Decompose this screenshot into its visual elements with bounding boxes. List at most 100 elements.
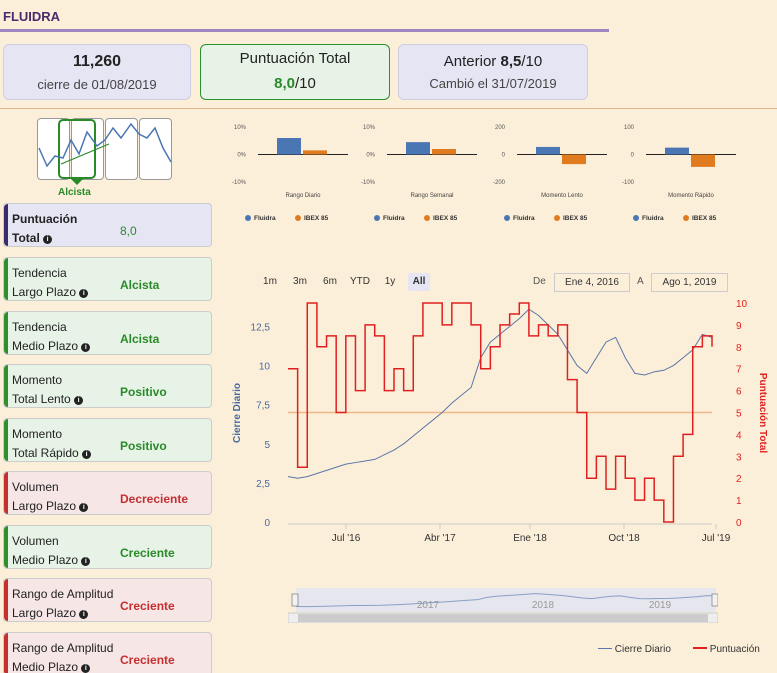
card-value: Positivo (120, 439, 167, 453)
mini-chart: 200 0 -200 Momento Lento Fluidra IBEX 85 (487, 118, 615, 228)
indicator-card[interactable]: Momento Total Lento i Positivo (3, 364, 212, 408)
info-icon[interactable]: i (81, 343, 91, 352)
mini-legend-label[interactable]: IBEX 85 (692, 215, 717, 222)
range-button-3m[interactable]: 3m (293, 276, 307, 287)
card-line1: Momento (12, 427, 63, 441)
navigator-scrollbar-thumb[interactable] (298, 614, 708, 622)
card-line2-text: Medio Plazo (12, 660, 79, 673)
legend-cierre[interactable]: Cierre Diario (598, 644, 671, 655)
y2-tick-label: 10 (736, 299, 748, 310)
mini-bar (303, 150, 327, 155)
info-icon[interactable]: i (81, 664, 91, 673)
indicator-card[interactable]: Tendencia Medio Plazo i Alcista (3, 311, 212, 355)
range-button-ytd[interactable]: YTD (350, 276, 370, 287)
mini-bar (432, 149, 456, 155)
mini-tick: -100 (622, 180, 635, 186)
mini-tick: 0 (502, 153, 506, 159)
card-value: Alcista (120, 332, 160, 346)
navigator[interactable]: 2017 2018 2019 (288, 588, 718, 623)
legend-cierre-label: Cierre Diario (614, 644, 671, 655)
mini-chart: 100 0 -100 Momento Rápido Fluidra IBEX 85 (616, 118, 744, 228)
x-tick-label: Abr '17 (424, 533, 456, 544)
mini-legend-label[interactable]: IBEX 85 (433, 215, 458, 222)
card-line2: Medio Plazo i (12, 660, 91, 673)
range-button-1m[interactable]: 1m (263, 276, 277, 287)
indicator-card[interactable]: Puntuación Total i 8,0 (3, 203, 212, 247)
legend-line-icon (598, 648, 612, 649)
mini-legend-label[interactable]: IBEX 85 (563, 215, 588, 222)
stat-previous: Anterior 8,5/10 Cambió el 31/07/2019 (398, 44, 588, 100)
range-button-6m[interactable]: 6m (323, 276, 337, 287)
card-line2-text: Total Rápido (12, 446, 79, 460)
card-line2-text: Largo Plazo (12, 606, 77, 620)
mini-bar (562, 154, 586, 165)
section-divider (0, 108, 777, 109)
mini-tick: 0% (366, 153, 375, 159)
card-line2: Largo Plazo i (12, 606, 89, 620)
y-tick-label: 0 (264, 518, 270, 529)
mini-tick: -200 (493, 180, 506, 186)
y-tick-label: 5 (264, 440, 270, 451)
mini-bar (665, 147, 689, 155)
card-line2: Total Rápido i (12, 446, 92, 460)
indicator-card[interactable]: Rango de Amplitud Medio Plazo i Creciente (3, 632, 212, 673)
card-line1: Tendencia (12, 266, 67, 280)
date-from-input[interactable] (554, 273, 630, 292)
card-line1: Volumen (12, 534, 59, 548)
info-icon[interactable]: i (79, 503, 89, 512)
mini-legend-label[interactable]: Fluidra (513, 215, 535, 222)
mini-chart: 10% 0% -10% Rango Diario Fluidra IBEX 85 (228, 118, 356, 228)
x-tick-label: Jul '19 (702, 533, 731, 544)
navigator-mask (296, 588, 716, 612)
info-icon[interactable]: i (74, 396, 84, 405)
card-accent (4, 365, 8, 407)
mini-legend-label[interactable]: Fluidra (642, 215, 664, 222)
legend-dot-icon (504, 215, 510, 221)
date-to-input[interactable] (651, 273, 728, 292)
stat-total-score: Puntuación Total 8,0/10 (200, 44, 390, 100)
legend-puntuacion[interactable]: Puntuación (693, 644, 760, 655)
mini-legend-label[interactable]: IBEX 85 (304, 215, 329, 222)
info-icon[interactable]: i (43, 235, 53, 244)
legend-dot-icon (295, 215, 301, 221)
y2-tick-label: 2 (736, 474, 742, 485)
range-button-all[interactable]: All (408, 273, 430, 291)
card-accent (4, 579, 8, 621)
indicator-card[interactable]: Volumen Medio Plazo i Creciente (3, 525, 212, 569)
card-value: Decreciente (120, 492, 189, 506)
y2-axis-title: Puntuación Total (757, 373, 768, 454)
indicator-card[interactable]: Volumen Largo Plazo i Decreciente (3, 471, 212, 515)
card-value: 8,0 (120, 224, 137, 238)
card-line2-text: Medio Plazo (12, 553, 79, 567)
x-tick-label: Ene '18 (513, 533, 547, 544)
navigator-year-label: 2018 (532, 600, 555, 611)
range-button-1y[interactable]: 1y (384, 276, 396, 287)
card-accent (4, 204, 8, 246)
info-icon[interactable]: i (79, 610, 89, 619)
navigator-handle-left[interactable] (291, 593, 299, 607)
info-icon[interactable]: i (82, 450, 92, 459)
mini-legend-label[interactable]: Fluidra (383, 215, 405, 222)
card-accent (4, 312, 8, 354)
indicator-card[interactable]: Momento Total Rápido i Positivo (3, 418, 212, 462)
date-to-label: A (637, 276, 644, 287)
mini-tick: 0 (631, 153, 635, 159)
mini-tick: -10% (232, 180, 247, 186)
card-accent (4, 258, 8, 300)
navigator-handle-right[interactable] (711, 593, 718, 607)
mini-tick: -10% (361, 180, 376, 186)
card-line2-text: Medio Plazo (12, 339, 79, 353)
previous-changed: Cambió el 31/07/2019 (429, 76, 557, 91)
indicator-card[interactable]: Rango de Amplitud Largo Plazo i Creciente (3, 578, 212, 622)
card-value: Alcista (120, 278, 160, 292)
legend-dot-icon (633, 215, 639, 221)
info-icon[interactable]: i (81, 557, 91, 566)
trend-thumb-4 (139, 118, 172, 180)
y2-tick-label: 6 (736, 387, 742, 398)
info-icon[interactable]: i (79, 289, 89, 298)
x-tick-label: Jul '16 (332, 533, 361, 544)
mini-legend-label[interactable]: Fluidra (254, 215, 276, 222)
indicator-card[interactable]: Tendencia Largo Plazo i Alcista (3, 257, 212, 301)
mini-tick: 0% (237, 153, 246, 159)
mini-title: Rango Diario (285, 193, 321, 199)
